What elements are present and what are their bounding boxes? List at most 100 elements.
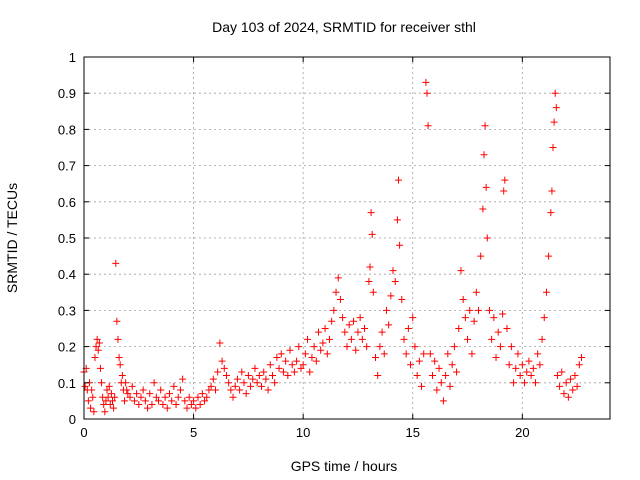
- data-point: [114, 335, 122, 343]
- data-point: [455, 325, 463, 332]
- data-point: [516, 372, 524, 380]
- data-point: [183, 404, 191, 412]
- data-point: [286, 346, 294, 354]
- data-point: [387, 292, 395, 300]
- data-point: [477, 252, 485, 260]
- data-point: [88, 386, 96, 394]
- data-point: [464, 335, 472, 343]
- data-point: [163, 404, 171, 412]
- data-point: [514, 350, 522, 358]
- data-point: [150, 379, 158, 387]
- data-point: [439, 397, 447, 405]
- data-point: [168, 397, 176, 405]
- data-point: [89, 393, 97, 401]
- data-point: [135, 401, 143, 409]
- data-point: [106, 401, 114, 409]
- data-point: [96, 364, 104, 372]
- data-point: [496, 343, 504, 351]
- gridlines: [84, 57, 610, 419]
- data-point: [325, 335, 333, 343]
- data-point: [216, 339, 224, 347]
- data-point: [126, 393, 134, 401]
- data-point: [317, 346, 325, 354]
- data-point: [161, 393, 169, 401]
- data-point: [207, 382, 215, 390]
- data-point: [413, 372, 421, 380]
- data-point: [157, 386, 165, 394]
- data-point: [435, 364, 443, 372]
- data-point: [400, 335, 408, 343]
- data-point: [444, 350, 452, 358]
- data-point: [205, 386, 213, 394]
- data-point: [558, 368, 566, 376]
- data-point: [402, 350, 410, 358]
- data-point: [275, 364, 283, 372]
- data-point: [130, 397, 138, 405]
- data-point: [90, 408, 98, 416]
- data-point: [352, 346, 360, 354]
- data-point: [107, 390, 115, 398]
- data-point: [393, 216, 401, 224]
- data-point: [196, 401, 204, 409]
- data-point: [159, 401, 167, 409]
- x-axis-label: GPS time / hours: [291, 458, 398, 474]
- data-point: [128, 382, 136, 390]
- data-point: [122, 379, 130, 387]
- data-point: [330, 306, 338, 314]
- data-point: [238, 368, 246, 376]
- data-point: [227, 386, 235, 394]
- y-axis-ticks: 0 0.1 0.2 0.3 0.4 0.5 0.6 0.7 0.8 0.9 1: [58, 50, 610, 427]
- data-point: [94, 346, 102, 354]
- y-tick-label: 0.4: [58, 267, 76, 282]
- data-point: [98, 379, 106, 387]
- data-point: [371, 353, 379, 361]
- data-point: [92, 343, 100, 351]
- x-tick-label: 0: [80, 425, 87, 440]
- data-point: [481, 122, 489, 130]
- data-point: [251, 364, 259, 372]
- data-point: [354, 328, 362, 336]
- data-point: [301, 350, 309, 358]
- data-point: [361, 325, 369, 332]
- data-point: [179, 375, 187, 383]
- data-point: [101, 408, 109, 416]
- data-point: [345, 321, 353, 329]
- data-point: [181, 397, 189, 405]
- data-point: [304, 335, 312, 343]
- data-point: [461, 314, 469, 322]
- data-point: [512, 364, 520, 372]
- y-tick-label: 0: [69, 412, 76, 427]
- data-point: [457, 267, 465, 275]
- data-point: [356, 314, 364, 322]
- data-point: [376, 343, 384, 351]
- data-point: [87, 404, 95, 412]
- data-point: [277, 350, 285, 358]
- data-point: [494, 328, 502, 336]
- data-point: [385, 321, 393, 329]
- data-point: [507, 343, 515, 351]
- data-point: [146, 390, 154, 398]
- data-point: [332, 288, 340, 296]
- data-point: [485, 306, 493, 314]
- data-point: [482, 183, 490, 191]
- data-point: [108, 397, 116, 405]
- data-point: [538, 335, 546, 343]
- data-point: [194, 393, 202, 401]
- data-point: [479, 205, 487, 213]
- data-point: [466, 306, 474, 314]
- data-point: [422, 78, 430, 86]
- data-point: [396, 241, 404, 249]
- data-point: [505, 361, 513, 369]
- data-point: [527, 372, 535, 380]
- data-point: [112, 259, 120, 267]
- data-point: [448, 361, 456, 369]
- data-point: [187, 401, 195, 409]
- x-tick-label: 5: [190, 425, 197, 440]
- data-point: [229, 393, 237, 401]
- data-point: [569, 386, 577, 394]
- data-point: [551, 89, 559, 97]
- data-point: [374, 372, 382, 380]
- data-point: [358, 335, 366, 343]
- data-point: [404, 325, 412, 332]
- data-point: [110, 404, 118, 412]
